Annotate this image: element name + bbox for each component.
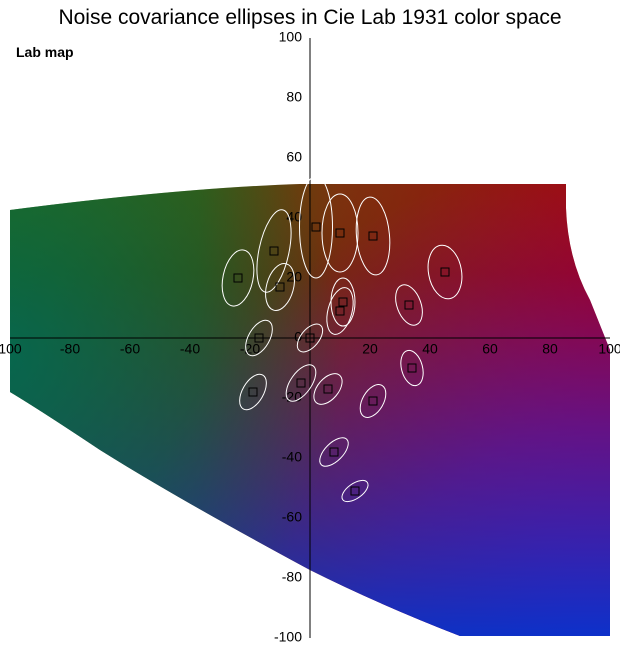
covariance-ellipse [355,196,391,276]
covariance-ellipse [221,249,255,307]
x-tick-label: 40 [422,340,438,356]
x-tick-label: -40 [180,340,200,356]
covariance-ellipse [239,373,267,411]
mean-markers [233,222,450,496]
x-tick-label: 80 [542,340,558,356]
mean-marker [350,486,360,496]
mean-marker [254,333,264,343]
mean-marker [296,378,306,388]
y-tick-label: 60 [286,149,302,165]
mean-marker [335,306,345,316]
covariance-ellipse [395,284,423,326]
x-tick-label: -60 [120,340,140,356]
covariance-ellipse [296,323,324,353]
mean-marker [305,333,315,343]
covariance-ellipse [400,349,424,387]
covariance-ellipse [265,263,295,311]
y-tick-label: 0 [294,329,302,345]
y-tick-label: 80 [286,89,302,105]
covariance-ellipse [321,193,359,273]
y-tick-label: -100 [274,629,302,645]
x-tick-label: -80 [60,340,80,356]
covariance-ellipse [427,244,463,300]
x-tick-label: 100 [598,340,620,356]
y-tick-label: -80 [282,569,302,585]
mean-marker [440,267,450,277]
covariance-ellipse [285,364,317,402]
mean-marker [275,282,285,292]
mean-marker [368,231,378,241]
covariance-ellipse [326,287,354,335]
y-tick-label: -20 [282,389,302,405]
tick-labels: 100 -80 -60 -40 -20 20 40 60 80 100 -100 -80 -60 -40 -… [0,29,620,645]
mean-marker [323,384,333,394]
mean-marker [269,246,279,256]
covariance-ellipse [359,384,387,418]
mean-marker [407,363,417,373]
y-tick-label: -60 [282,509,302,525]
covariance-ellipse [341,479,369,503]
x-tick-label: 100 [0,340,22,356]
mean-marker [248,387,258,397]
y-tick-label: 100 [279,29,303,45]
x-tick-label: 20 [362,340,378,356]
mean-marker [329,447,339,457]
mean-marker [368,396,378,406]
chart-title: Noise covariance ellipses in Cie Lab 193… [58,6,562,29]
mean-marker [233,273,243,283]
covariance-ellipse [330,277,356,327]
x-tick-label: -20 [240,340,260,356]
covariance-ellipse [319,437,349,467]
mean-marker [335,228,345,238]
covariance-ellipse [313,373,343,405]
covariance-ellipses [221,175,463,503]
mean-marker [338,297,348,307]
mean-marker [311,222,321,232]
mean-marker [404,300,414,310]
y-tick-label: -40 [282,449,302,465]
axes [10,38,610,638]
x-tick-label: 60 [482,340,498,356]
chart-subtitle: Lab map [16,44,74,60]
covariance-ellipse [245,319,273,357]
covariance-ellipse [299,175,333,279]
